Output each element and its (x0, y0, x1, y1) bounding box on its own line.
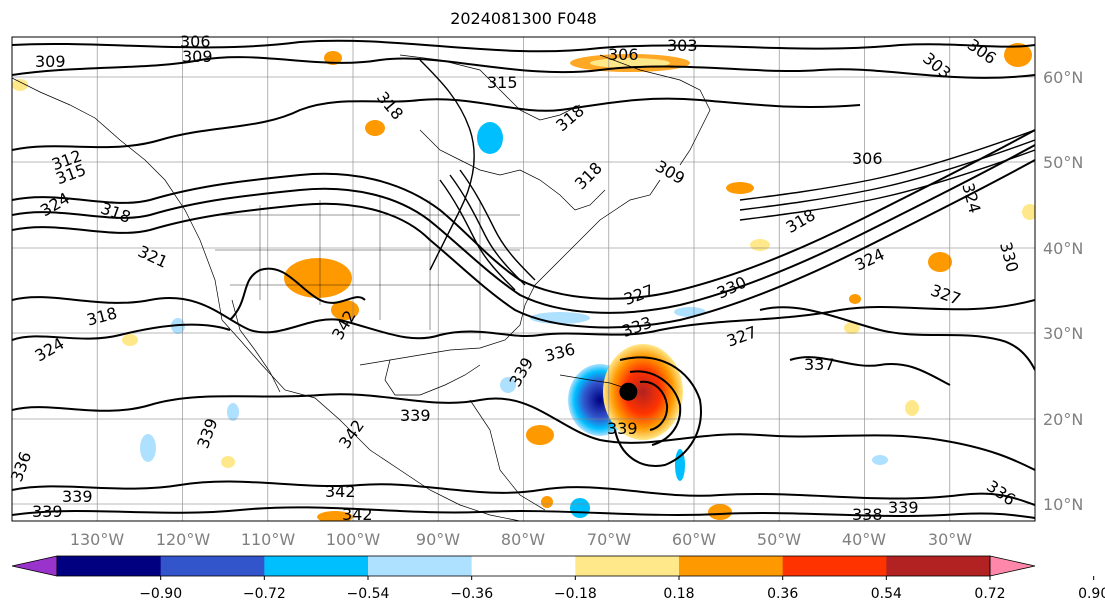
lon-label: 110°W (241, 530, 296, 549)
longitude-labels: 130°W 120°W 110°W 100°W 90°W 80°W 70°W 6… (70, 530, 972, 549)
colorbar-segment (160, 556, 265, 576)
contour-label: 309 (35, 52, 66, 71)
height-contours-thin (419, 59, 1035, 291)
lat-label: 60°N (1043, 68, 1083, 87)
lat-label: 40°N (1043, 239, 1083, 258)
map-frame (11, 36, 1036, 522)
colorbar-segment (886, 556, 991, 576)
colorbar-segment (679, 556, 784, 576)
colorbar-segment (57, 556, 162, 576)
latitude-labels: 10°N 20°N 30°N 40°N 50°N 60°N (1043, 68, 1083, 514)
colorbar-tick-label: 0.54 (871, 586, 902, 602)
colorbar: −0.90 −0.72 −0.54 −0.36 −0.18 0.18 0.36 0.54 0.7… (11, 555, 1105, 602)
shaded-anomaly-fields (12, 43, 1035, 521)
height-contours (12, 39, 1035, 519)
lat-label: 10°N (1043, 495, 1083, 514)
colorbar-extend-high (989, 555, 1036, 577)
colorbar-segment (575, 556, 680, 576)
lon-label: 40°W (842, 530, 886, 549)
lon-label: 50°W (757, 530, 801, 549)
colorbar-segment (782, 556, 887, 576)
contour-label: 337 (804, 355, 835, 374)
lat-label: 20°N (1043, 410, 1083, 429)
lon-label: 90°W (416, 530, 460, 549)
lon-label: 70°W (587, 530, 631, 549)
colorbar-segment (368, 556, 473, 576)
map-plot-area (12, 37, 1035, 521)
colorbar-extend-low (11, 555, 58, 577)
contour-label: 306 (180, 32, 211, 51)
contour-label: 309 (182, 47, 213, 66)
contour-label: 338 (852, 505, 883, 524)
contour-label: 303 (667, 36, 698, 55)
lat-label: 30°N (1043, 324, 1083, 343)
lat-label: 50°N (1043, 153, 1083, 172)
colorbar-tick-label: −0.36 (450, 586, 493, 602)
colorbar-tick-label: 0.18 (663, 586, 694, 602)
contour-label: 306 (852, 149, 883, 168)
contour-label: 339 (62, 487, 93, 506)
cyclone-center-marker (619, 382, 638, 401)
lon-label: 80°W (501, 530, 545, 549)
colorbar-outline (56, 555, 991, 577)
lon-label: 100°W (326, 530, 381, 549)
contour-label: 339 (888, 498, 919, 517)
colorbar-tick-label: 0.36 (767, 586, 798, 602)
contour-label: 339 (400, 406, 431, 425)
colorbar-tick-label: −0.90 (139, 586, 182, 602)
lon-label: 30°W (928, 530, 972, 549)
contour-label: 339 (607, 419, 638, 438)
colorbar-segment (471, 556, 576, 576)
lon-label: 130°W (70, 530, 125, 549)
lon-label: 120°W (156, 530, 211, 549)
colorbar-tick-label: −0.18 (554, 586, 597, 602)
lon-label: 60°W (672, 530, 716, 549)
colorbar-tick-label: 0.72 (974, 586, 1005, 602)
contour-label: 306 (608, 45, 639, 64)
colorbar-tick-label: 0.90 (1078, 586, 1105, 602)
contour-label: 315 (487, 73, 518, 92)
colorbar-segment (264, 556, 369, 576)
contour-label: 339 (32, 502, 63, 521)
contour-label: 342 (325, 482, 356, 501)
contour-label: 342 (342, 505, 373, 524)
map-title: 2024081300 F048 (450, 9, 597, 28)
colorbar-tick-label: −0.72 (243, 586, 286, 602)
colorbar-tick-label: −0.54 (347, 586, 390, 602)
